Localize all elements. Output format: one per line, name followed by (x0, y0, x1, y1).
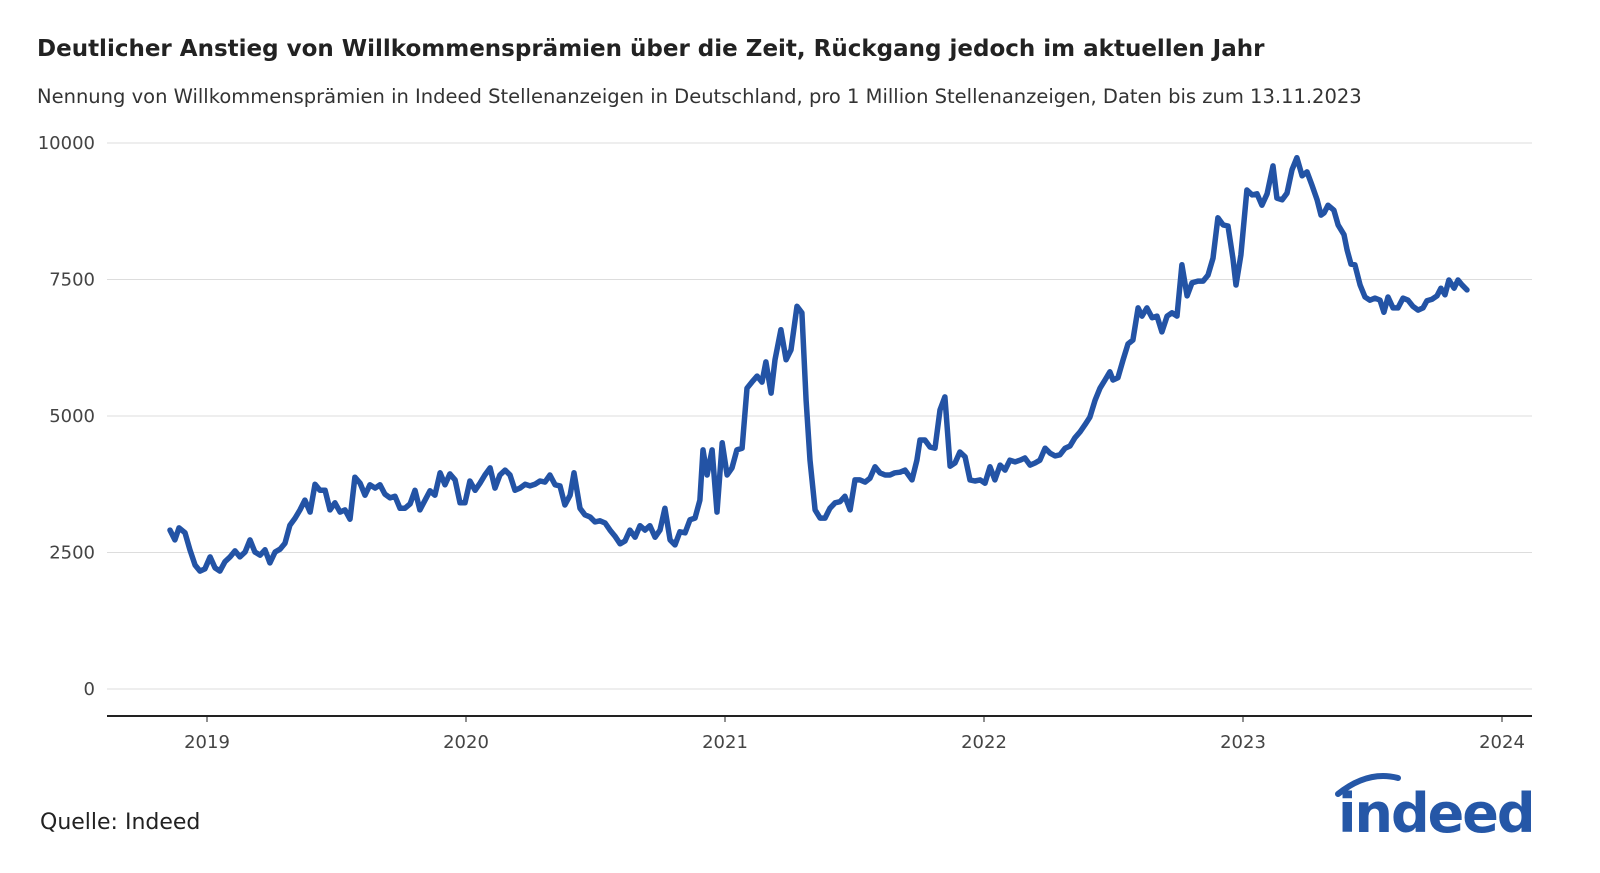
x-tick-label: 2022 (961, 732, 1007, 753)
x-tick-label: 2020 (443, 732, 489, 753)
x-tick-label: 2024 (1479, 732, 1525, 753)
x-tick-label: 2019 (184, 732, 230, 753)
y-tick-label: 5000 (49, 406, 95, 427)
series-line (167, 154, 1470, 574)
source-note: Quelle: Indeed (40, 810, 201, 835)
y-tick-label: 10000 (38, 133, 95, 154)
y-tick-label: 7500 (49, 270, 95, 291)
y-tick-label: 2500 (49, 543, 95, 564)
x-tick-label: 2023 (1220, 732, 1266, 753)
chart-title: Deutlicher Anstieg von Willkommensprämie… (37, 36, 1265, 62)
svg-text:indeed: indeed (1338, 782, 1534, 840)
indeed-logo: indeed (1328, 770, 1538, 845)
chart-subtitle: Nennung von Willkommensprämien in Indeed… (37, 85, 1362, 108)
x-tick-label: 2021 (702, 732, 748, 753)
y-tick-label: 0 (84, 679, 95, 700)
